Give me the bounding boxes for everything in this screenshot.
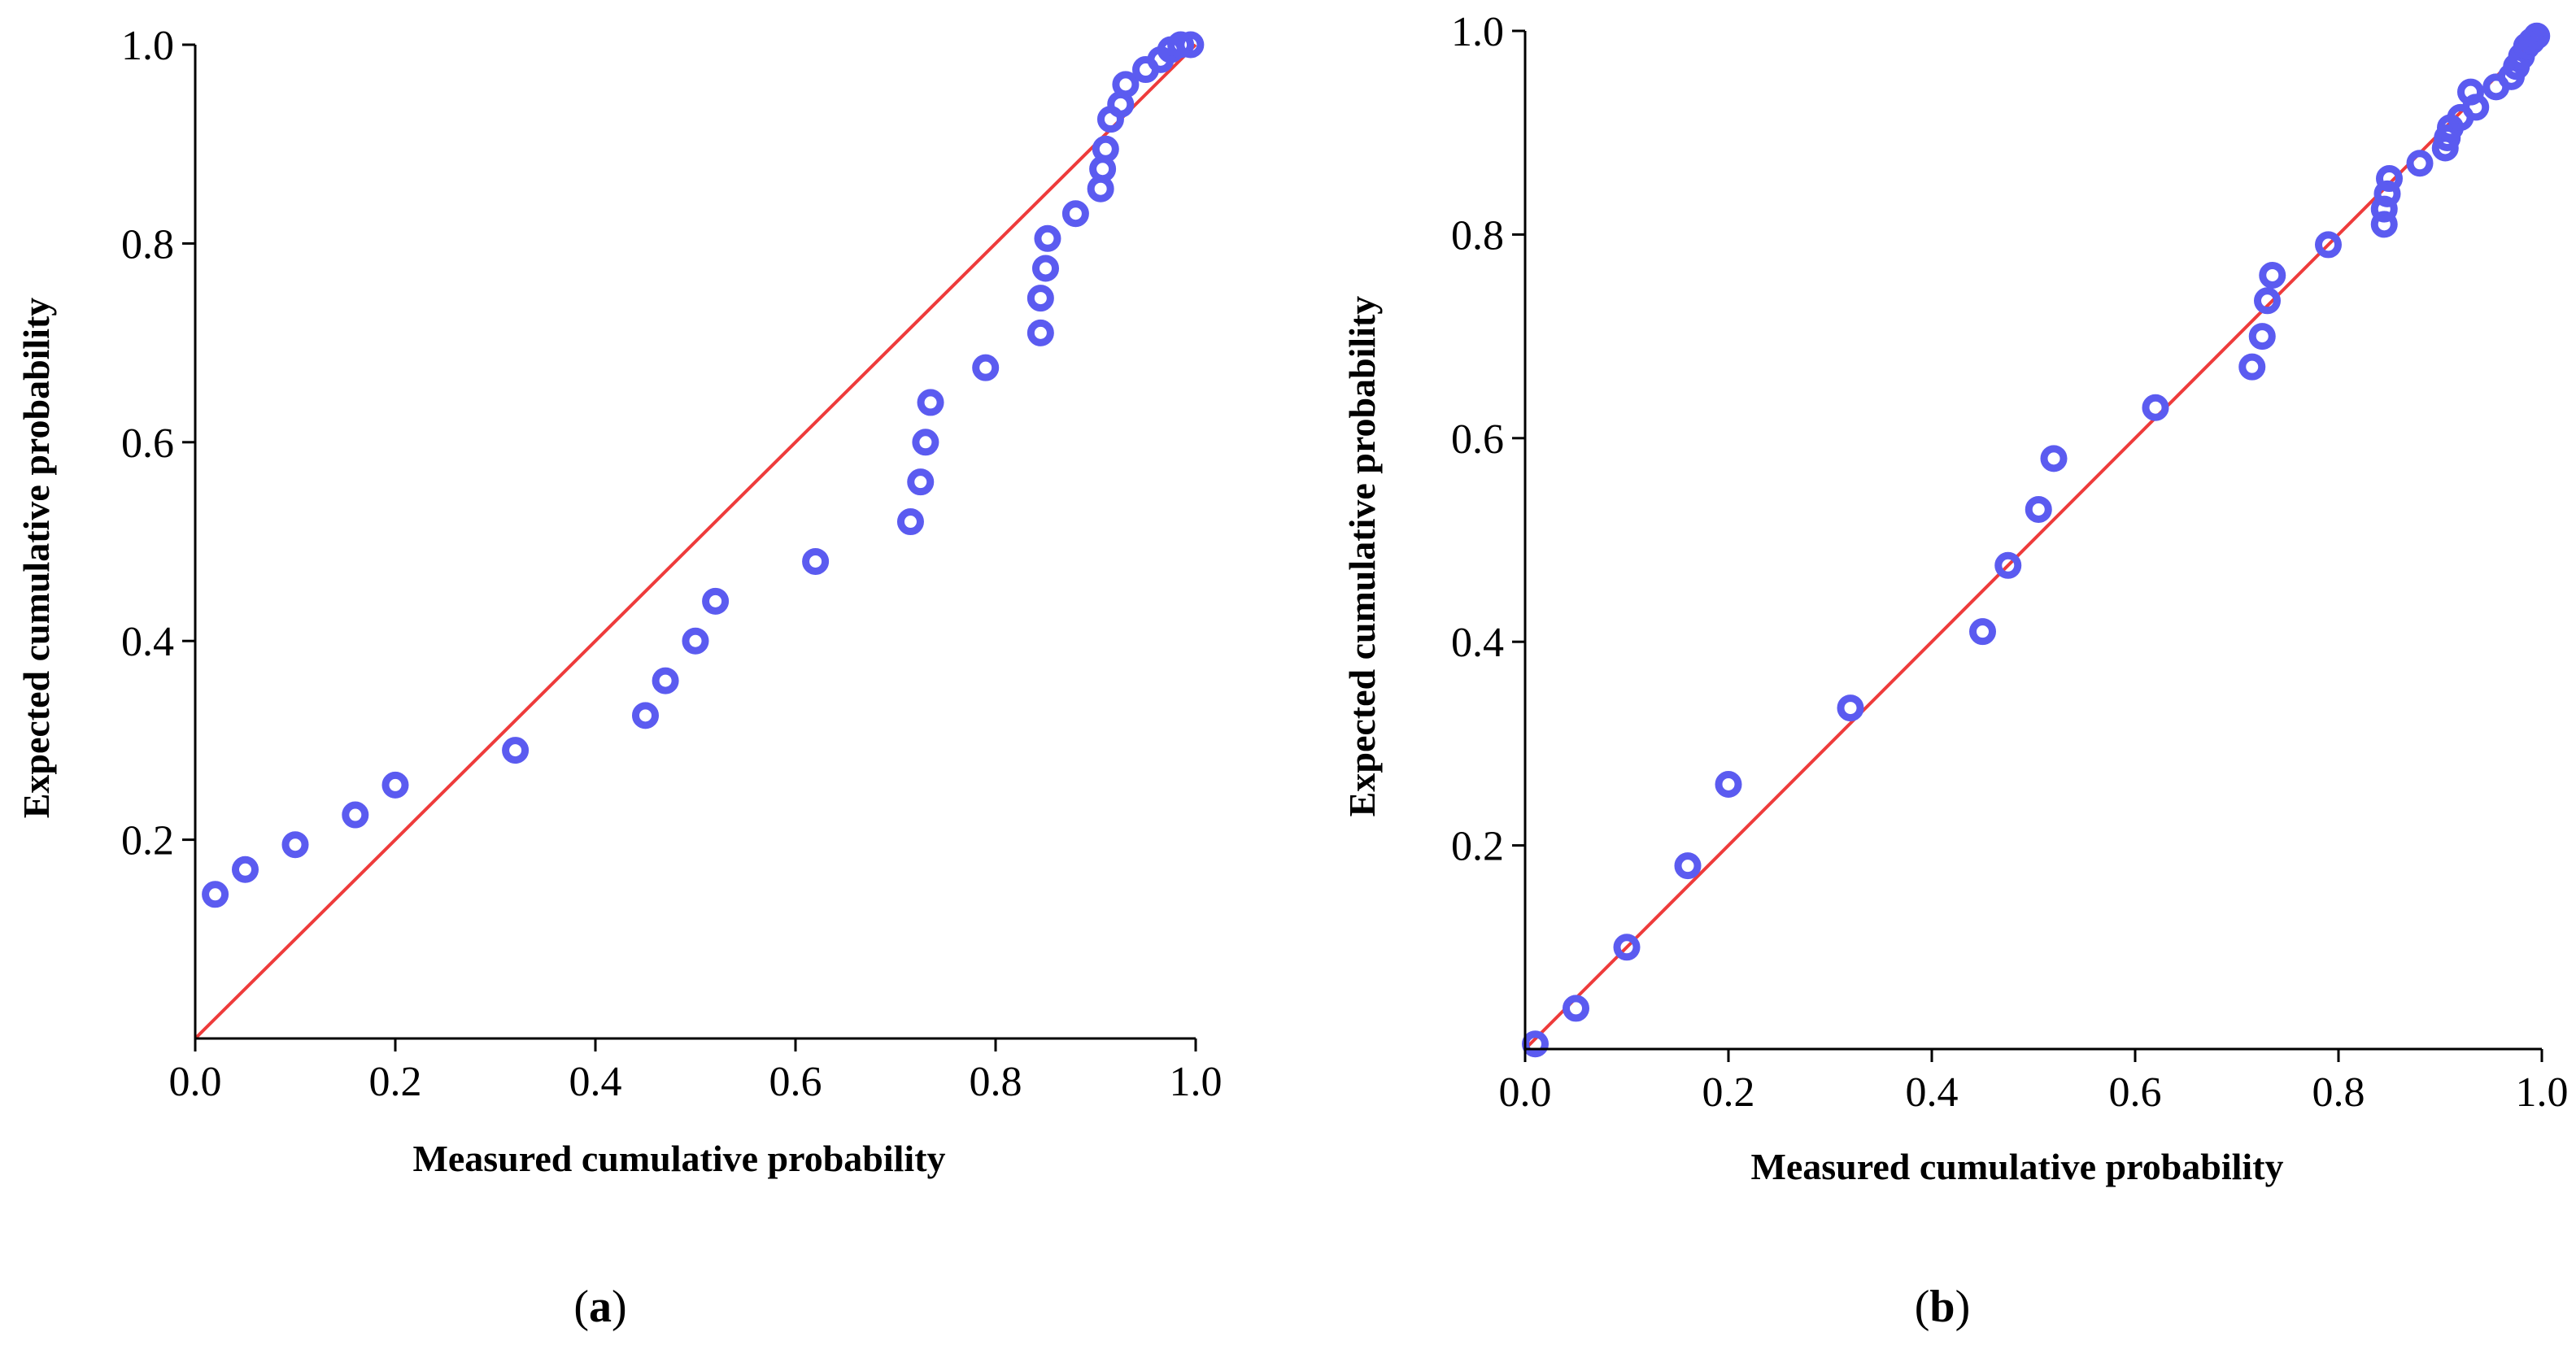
y-axis-title: Expected cumulative probability [1341,296,1383,817]
data-point [1061,200,1089,228]
data-point [1994,551,2022,579]
data-point [2254,287,2281,315]
data-point [232,856,259,883]
data-point [2523,22,2551,50]
x-axis-ticks: 0.0 0.2 0.4 0.6 0.8 1.0 [169,1038,1223,1105]
panel-label-letter: b [1929,1282,1955,1332]
data-point [972,354,1000,381]
data-point [1092,135,1119,163]
data-point [502,737,530,764]
data-point [2370,211,2398,238]
x-tick-label: 1.0 [1170,1059,1223,1105]
data-point [1674,852,1702,880]
y-tick-label: 1.0 [1451,9,1504,55]
chart-panel-b: 0.0 0.2 0.4 0.6 0.8 1.0 0.2 0.4 0.6 0.8 1.0 Measu… [1341,9,2569,1332]
x-tick-label: 0.4 [1906,1069,1959,1116]
data-point [1715,770,1742,798]
x-axis-title: Measured cumulative probability [412,1138,945,1179]
data-point [342,801,369,829]
data-point [2040,445,2068,472]
x-tick-label: 1.0 [2516,1069,2569,1116]
panel-label: (b) [1915,1282,1970,1332]
data-point [2142,394,2169,421]
reference-line [194,43,1197,1040]
data-point [1969,618,1996,646]
x-tick-label: 0.6 [2109,1069,2162,1116]
data-point [1613,934,1641,961]
y-axis-ticks: 0.2 0.4 0.6 0.8 1.0 [121,23,195,864]
data-point [1177,31,1205,59]
data-point [1112,71,1140,98]
data-point [682,627,709,655]
panel-label-letter: a [589,1282,612,1332]
data-point [2373,180,2401,207]
data-point [2406,150,2434,177]
data-point [917,389,944,416]
data-point [912,429,939,456]
x-axis-title: Measured cumulative probability [1750,1146,2283,1187]
x-tick-label: 0.8 [970,1059,1022,1105]
data-points [202,31,1205,908]
x-tick-label: 0.4 [569,1059,622,1105]
data-point [1026,319,1054,346]
y-tick-label: 1.0 [121,23,174,69]
y-tick-label: 0.8 [1451,212,1504,259]
data-point [2376,165,2403,193]
y-tick-label: 0.2 [121,818,174,864]
x-axis-ticks: 0.0 0.2 0.4 0.6 0.8 1.0 [1499,1049,2569,1116]
data-point [1837,694,1864,722]
chart-panel-a: 0.0 0.2 0.4 0.6 0.8 1.0 0.2 0.4 0.6 0.8 1.0 Measu… [15,23,1223,1332]
data-points [1522,22,2551,1058]
x-tick-label: 0.2 [1702,1069,1755,1116]
data-point [1563,995,1589,1022]
data-point [1026,285,1054,312]
data-point [2457,78,2484,106]
y-axis-title: Expected cumulative probability [15,298,57,819]
x-tick-label: 0.0 [1499,1069,1552,1116]
y-axis-ticks: 0.2 0.4 0.6 0.8 1.0 [1451,9,1525,870]
y-tick-label: 0.6 [121,420,174,467]
panel-label: (a) [573,1282,626,1332]
data-point [632,702,659,729]
y-tick-label: 0.4 [1451,620,1504,666]
data-point [1032,255,1059,282]
x-tick-label: 0.6 [769,1059,822,1105]
y-tick-label: 0.4 [121,619,174,665]
data-point [896,508,924,536]
x-tick-label: 0.2 [369,1059,422,1105]
x-tick-label: 0.8 [2312,1069,2365,1116]
data-point [652,667,679,694]
y-tick-label: 0.2 [1451,824,1504,870]
y-tick-label: 0.6 [1451,416,1504,463]
data-point [2025,495,2052,523]
data-point [702,587,730,615]
data-point [281,831,309,859]
data-point [2238,353,2266,381]
data-point [1034,224,1061,252]
reference-line [1523,29,2543,1051]
data-point [202,881,229,908]
data-point [907,468,935,496]
data-point [2248,323,2276,350]
y-tick-label: 0.8 [121,221,174,268]
data-point [2315,231,2342,259]
x-tick-label: 0.0 [169,1059,222,1105]
data-point [2259,261,2286,289]
data-point [802,547,830,575]
data-point [381,771,409,799]
data-point [1167,31,1195,59]
